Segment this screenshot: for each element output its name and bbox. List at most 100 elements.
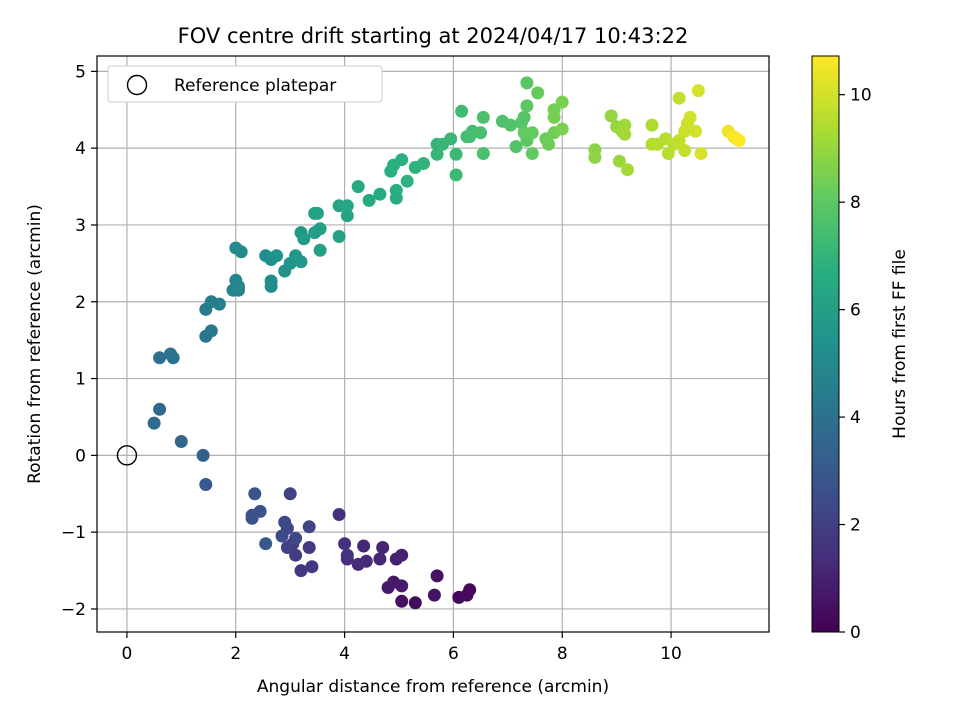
- data-point: [430, 569, 444, 583]
- data-point: [449, 168, 463, 182]
- data-point: [476, 147, 490, 160]
- data-point: [174, 435, 188, 448]
- data-point: [199, 478, 213, 491]
- data-point: [153, 402, 167, 416]
- data-point: [253, 504, 267, 518]
- data-point: [362, 193, 376, 207]
- data-point: [234, 245, 248, 259]
- colorbar-label: Hours from first FF file: [890, 249, 910, 439]
- reference-platepar-marker: [116, 445, 138, 466]
- data-point: [672, 91, 686, 105]
- y-tick-label: 1: [75, 370, 86, 390]
- data-point: [376, 541, 390, 554]
- data-point: [164, 347, 177, 361]
- data-point: [542, 137, 556, 151]
- data-point: [289, 531, 303, 545]
- data-point: [196, 448, 210, 462]
- data-point: [645, 118, 659, 132]
- y-axis-ticks: −2 −1 0 1 2 3 4 5: [61, 62, 97, 620]
- colorbar-tick-label: 6: [850, 301, 861, 321]
- x-axis-label: Angular distance from reference (arcmin): [257, 677, 609, 697]
- chart-title: FOV centre drift starting at 2024/04/17 …: [178, 24, 689, 48]
- data-point: [357, 539, 371, 553]
- data-point: [248, 487, 262, 501]
- data-point: [280, 541, 294, 554]
- data-point: [289, 548, 303, 562]
- plot-frame: [96, 55, 770, 633]
- data-point: [153, 351, 167, 365]
- data-point: [340, 548, 354, 562]
- data-point: [270, 249, 284, 263]
- data-point: [449, 147, 463, 161]
- data-point: [531, 86, 545, 100]
- colorbar-tick-label: 0: [850, 623, 861, 643]
- legend: Reference platepar: [107, 65, 383, 103]
- data-point: [297, 232, 311, 246]
- y-tick-label: 5: [75, 62, 86, 82]
- data-point: [444, 132, 458, 146]
- data-point: [525, 126, 539, 140]
- data-point: [618, 127, 632, 141]
- data-point: [351, 180, 365, 194]
- colorbar: 0 2 4 6 8 10 Hours from first FF file: [811, 55, 910, 643]
- data-point: [408, 596, 422, 610]
- data-point: [373, 187, 387, 201]
- data-point: [520, 76, 534, 90]
- data-point: [313, 243, 327, 257]
- data-point: [204, 324, 218, 338]
- x-tick-label: 0: [122, 644, 133, 664]
- y-tick-label: 2: [75, 293, 86, 313]
- y-tick-label: −2: [61, 600, 86, 620]
- data-point: [430, 147, 444, 161]
- colorbar-ticks: 0 2 4 6 8 10: [839, 86, 872, 643]
- data-point: [302, 520, 316, 534]
- data-point: [395, 594, 409, 608]
- data-point: [588, 150, 602, 164]
- x-tick-label: 4: [339, 644, 350, 664]
- data-point: [332, 230, 346, 243]
- colorbar-tick-label: 10: [850, 86, 872, 106]
- data-point: [476, 110, 490, 124]
- data-point: [417, 157, 430, 170]
- data-point: [555, 95, 569, 109]
- reference-marker: [116, 445, 138, 466]
- data-point: [732, 134, 746, 147]
- data-point: [395, 579, 409, 593]
- colorbar-tick-label: 8: [850, 193, 861, 213]
- x-tick-label: 10: [660, 644, 682, 664]
- data-point: [520, 99, 534, 113]
- legend-box: [107, 65, 383, 103]
- data-point: [621, 163, 634, 177]
- data-point: [463, 130, 477, 144]
- data-point: [395, 548, 409, 562]
- data-point: [389, 183, 403, 197]
- x-tick-label: 2: [230, 644, 241, 664]
- data-points: [147, 76, 746, 610]
- data-point: [504, 118, 517, 132]
- x-tick-label: 8: [557, 644, 568, 664]
- data-point: [302, 541, 316, 554]
- legend-marker: [126, 74, 148, 96]
- data-point: [400, 174, 414, 188]
- data-point: [525, 147, 539, 160]
- y-tick-label: 4: [75, 139, 86, 159]
- data-point: [460, 588, 474, 602]
- data-point: [517, 110, 531, 124]
- y-tick-label: 3: [75, 216, 86, 236]
- data-point: [455, 104, 469, 118]
- data-point: [259, 537, 273, 551]
- data-point: [691, 84, 705, 98]
- data-point: [683, 110, 697, 124]
- data-point: [618, 118, 632, 132]
- data-point: [340, 209, 354, 223]
- data-point: [694, 147, 708, 160]
- data-point: [294, 255, 308, 269]
- data-point: [275, 529, 289, 543]
- colorbar-tick-label: 4: [850, 408, 861, 428]
- data-point: [474, 126, 488, 140]
- data-point: [278, 515, 292, 529]
- data-point: [373, 552, 387, 566]
- y-tick-label: −1: [61, 523, 86, 543]
- data-point: [509, 140, 523, 154]
